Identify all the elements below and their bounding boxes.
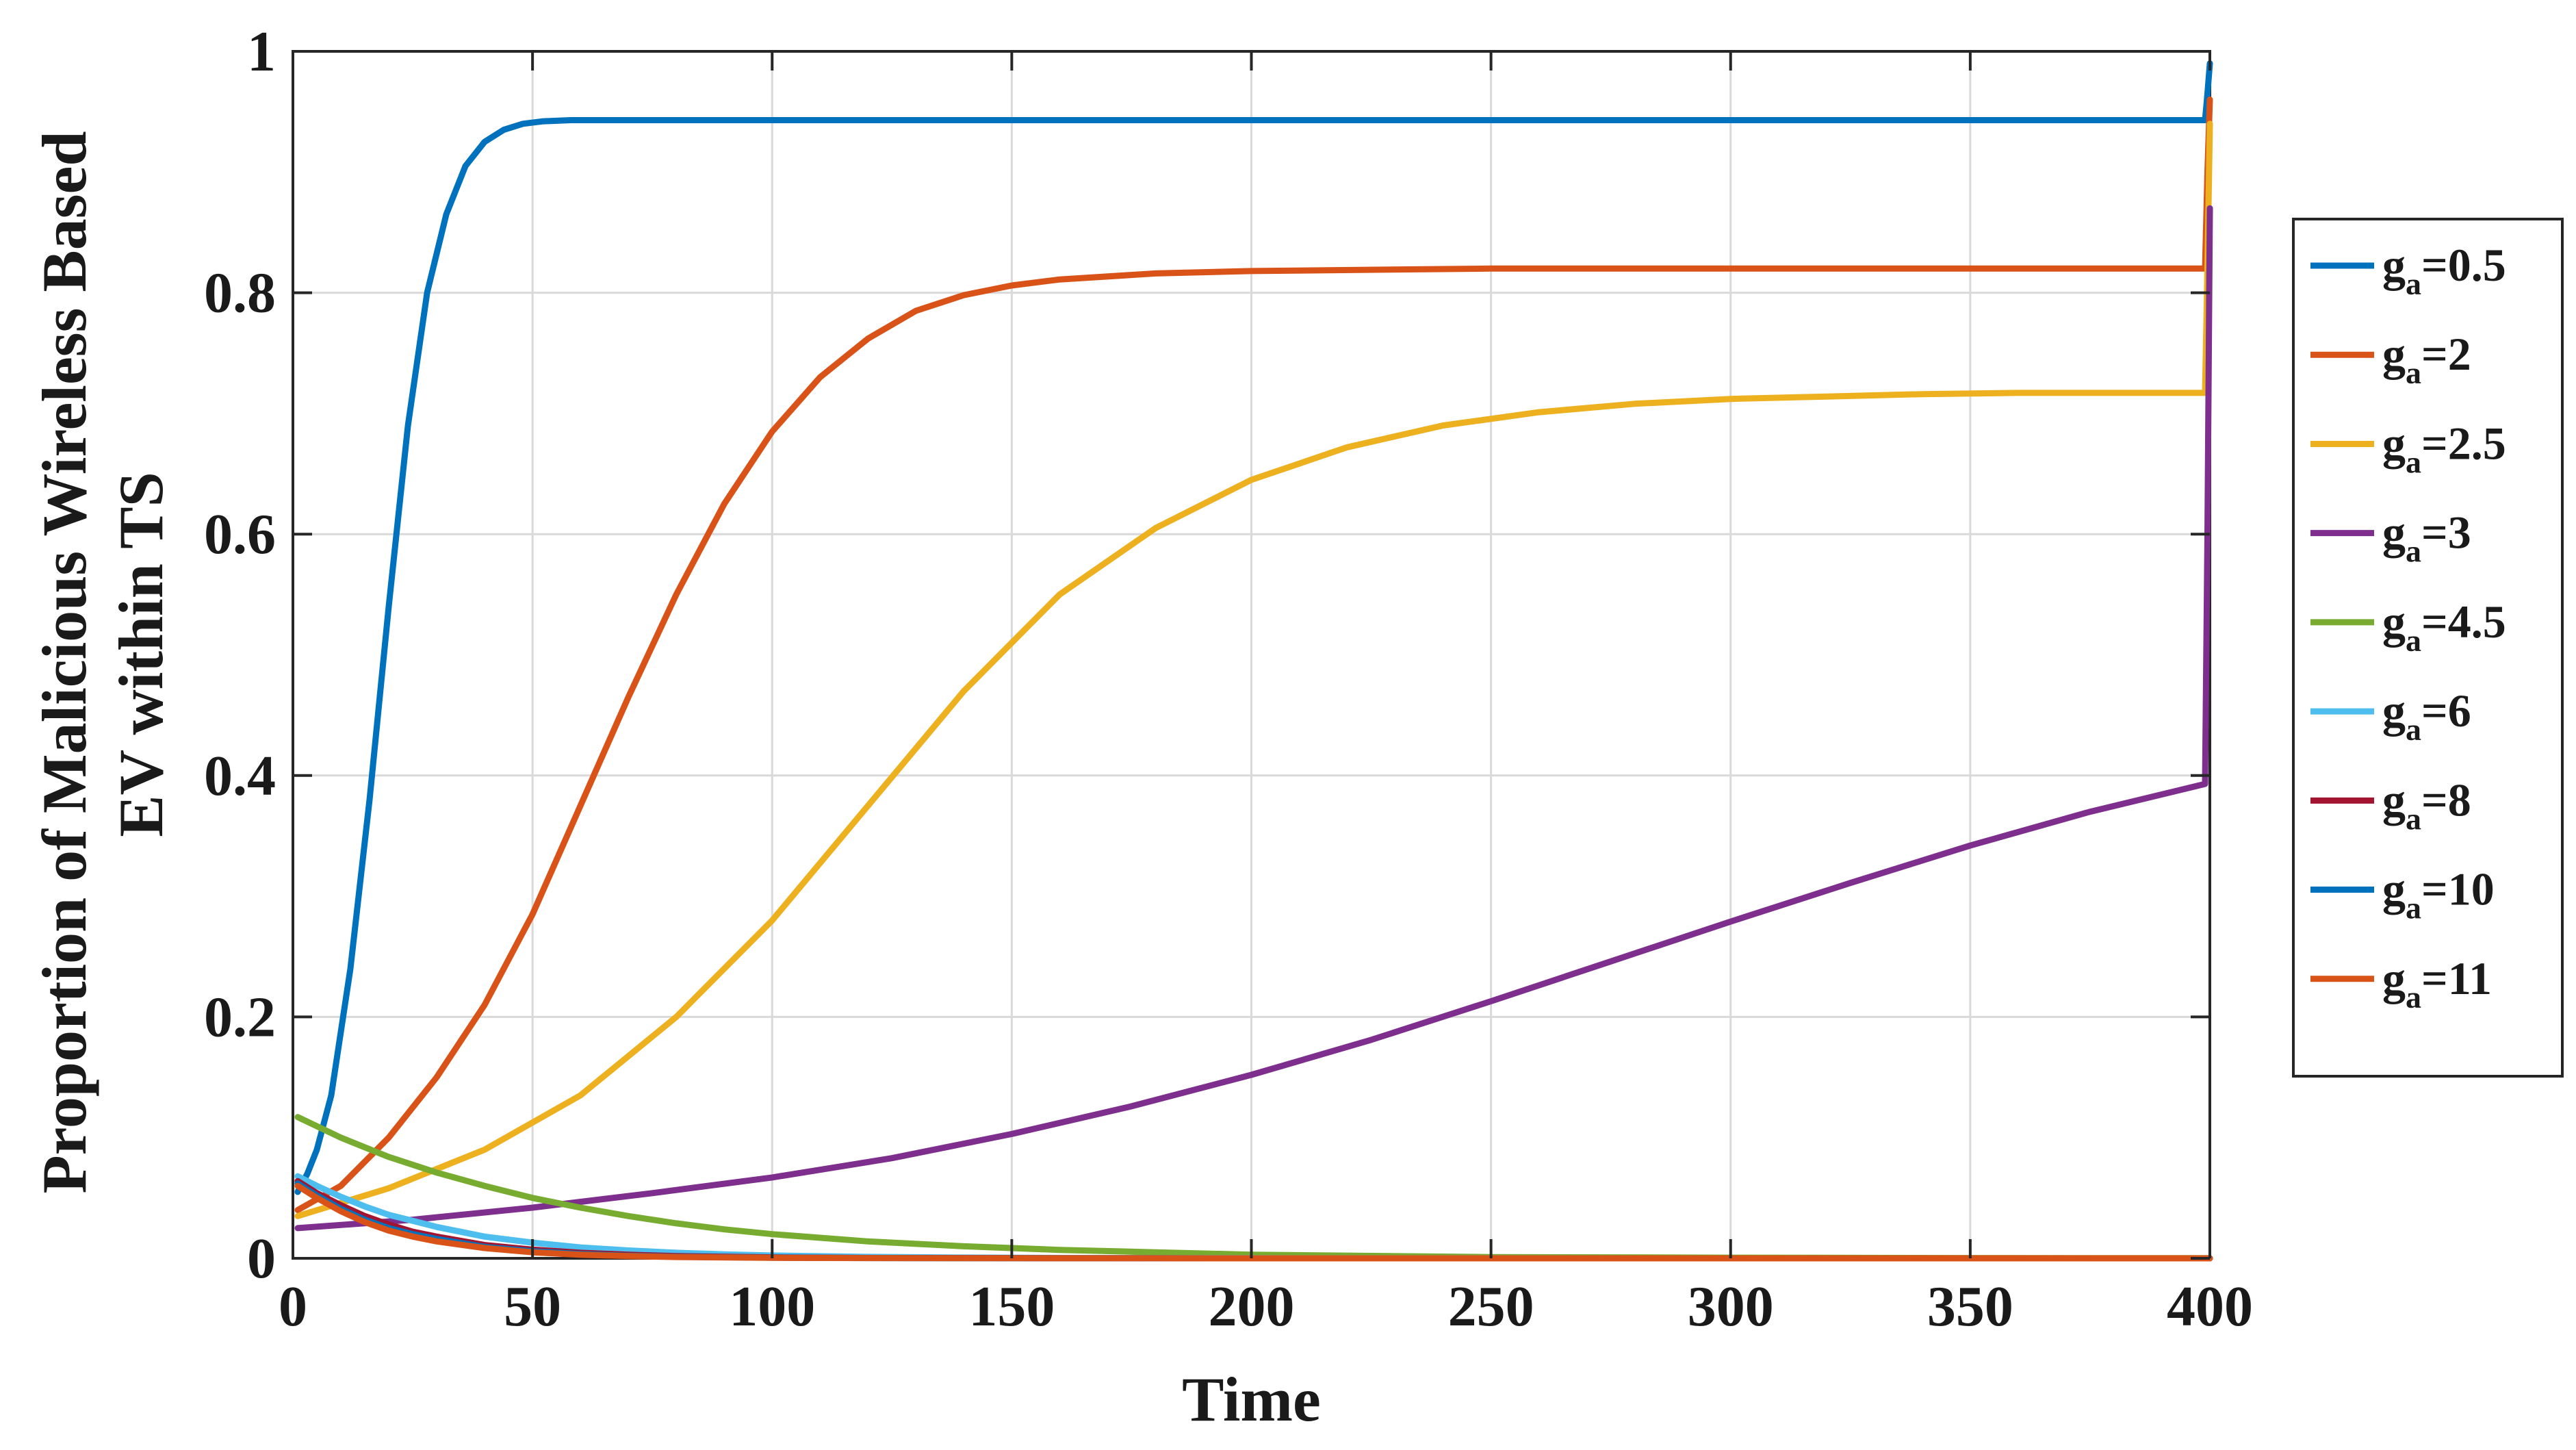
y-tick-label: 0 — [247, 1227, 276, 1290]
x-tick-label: 100 — [729, 1275, 815, 1338]
x-tick-label: 50 — [504, 1275, 561, 1338]
series-line-4 — [294, 205, 2213, 1232]
axis-ticks: 0 50 100 150 200 250 300 350 400 0 0.2 0.4 0.6 0.8 1 — [204, 20, 2253, 1338]
legend-label-4: ga=3 — [2382, 507, 2471, 569]
legend-label-2: ga=2 — [2382, 328, 2471, 390]
series-line-2 — [294, 97, 2213, 1213]
series-lines — [294, 60, 2213, 1262]
legend-label-9: ga=11 — [2382, 952, 2492, 1015]
legend-label-5: ga=4.5 — [2382, 596, 2506, 658]
grid-lines — [293, 51, 2210, 1258]
x-tick-label: 300 — [1688, 1275, 1774, 1338]
series-line-9 — [294, 1182, 2213, 1262]
legend-label-3: ga=2.5 — [2382, 417, 2506, 479]
x-tick-label: 400 — [2167, 1275, 2253, 1338]
x-tick-label: 0 — [279, 1275, 307, 1338]
x-tick-label: 150 — [968, 1275, 1055, 1338]
y-axis-label-line-1: Proportion of Malicious Wireless Based — [29, 131, 99, 1193]
legend-label-6: ga=6 — [2382, 685, 2471, 747]
series-line-3 — [294, 120, 2213, 1219]
x-tick-label: 200 — [1209, 1275, 1295, 1338]
legend-label-1: ga=0.5 — [2382, 239, 2506, 301]
legend-label-8: ga=10 — [2382, 863, 2495, 926]
y-tick-label: 0.8 — [204, 262, 276, 325]
legend-label-7: ga=8 — [2382, 774, 2471, 836]
y-axis-label-line-2: EV within TS — [106, 472, 176, 837]
y-axis-label: Proportion of Malicious Wireless Based E… — [29, 115, 176, 1193]
y-tick-label: 0.4 — [204, 744, 276, 808]
x-tick-label: 350 — [1927, 1275, 2013, 1338]
y-tick-label: 0.6 — [204, 503, 276, 566]
legend-box — [2292, 218, 2564, 1078]
y-tick-label: 0.2 — [204, 985, 276, 1049]
x-tick-label: 250 — [1448, 1275, 1534, 1338]
x-axis-label: Time — [1182, 1364, 1321, 1434]
y-tick-label: 1 — [247, 20, 276, 84]
legend: ga=0.5 ga=2 ga=2.5 ga=3 ga=4.5 ga=6 ga=8 ga=10 g… — [2292, 218, 2564, 1078]
series-line-1 — [294, 60, 2213, 1195]
